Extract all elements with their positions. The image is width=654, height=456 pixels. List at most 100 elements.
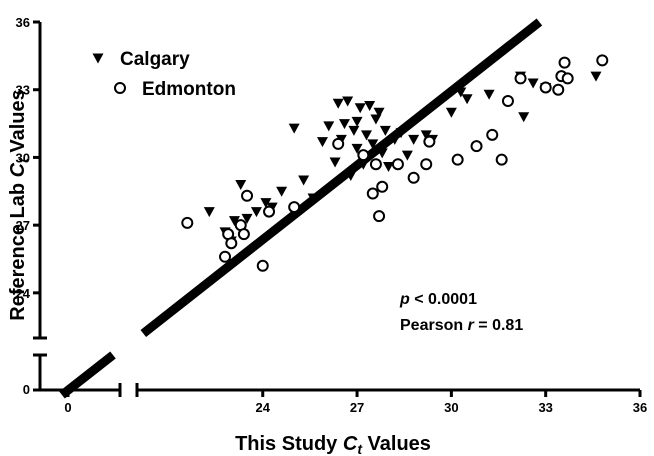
marker: [263, 205, 276, 218]
y-tick-label: 27: [16, 218, 30, 233]
marker: [518, 112, 530, 123]
marker: [369, 158, 382, 171]
marker: [225, 237, 238, 250]
marker: [376, 180, 389, 193]
marker: [237, 228, 250, 241]
marker: [351, 116, 363, 127]
marker: [486, 128, 499, 141]
label-part: Values: [368, 433, 431, 455]
marker: [501, 95, 514, 107]
x-tick-label: 27: [350, 400, 364, 415]
fit-line-break: [59, 351, 116, 399]
marker: [360, 130, 372, 141]
marker: [354, 103, 366, 114]
label-part: Values: [7, 89, 29, 152]
marker: [241, 189, 254, 202]
marker: [181, 216, 194, 229]
x-tick-label: 30: [444, 400, 458, 415]
marker: [298, 175, 310, 186]
marker: [552, 83, 565, 96]
marker: [539, 81, 552, 94]
marker: [241, 213, 253, 224]
marker: [495, 153, 508, 166]
marker: [451, 153, 464, 166]
x-tick-label: 33: [538, 400, 552, 415]
marker: [276, 186, 288, 197]
annotation-part: = 0.81: [478, 317, 523, 334]
marker: [470, 140, 483, 153]
legend-marker: [92, 53, 104, 64]
marker: [514, 72, 527, 85]
marker: [373, 210, 386, 223]
legend-label: Edmonton: [142, 79, 236, 100]
marker: [445, 107, 457, 118]
marker: [256, 259, 269, 272]
marker: [364, 101, 376, 112]
marker: [367, 139, 379, 150]
annotation-part: < 0.0001: [414, 291, 477, 308]
marker: [420, 130, 432, 141]
marker: [383, 161, 394, 172]
y-tick-label: 24: [16, 286, 31, 301]
marker: [203, 207, 215, 218]
marker: [558, 56, 571, 69]
marker: [357, 149, 370, 162]
marker: [527, 78, 539, 89]
marker: [260, 198, 272, 209]
label-part: t: [15, 157, 31, 163]
x-axis-label: This Study Ct Values: [235, 433, 431, 456]
marker: [561, 72, 574, 85]
x-tick-label: 0: [64, 400, 71, 415]
label-part: C: [343, 433, 358, 455]
legend-marker: [114, 82, 126, 94]
marker: [407, 171, 420, 184]
marker: [376, 148, 388, 159]
marker: [401, 150, 413, 161]
annotation-part: Pearson: [400, 317, 463, 334]
marker: [590, 71, 602, 82]
marker: [423, 135, 436, 148]
marker: [391, 158, 404, 171]
marker: [455, 87, 467, 98]
y-tick-label: 30: [16, 150, 30, 165]
marker: [316, 137, 328, 148]
marker: [329, 157, 341, 168]
marker: [357, 159, 369, 170]
marker: [373, 107, 385, 118]
marker: [288, 123, 300, 134]
marker: [288, 201, 301, 214]
marker: [389, 134, 401, 145]
x-tick-label: 24: [256, 400, 271, 415]
annotation: Pearson r = 0.81: [400, 317, 523, 334]
annotation-part: r: [468, 317, 475, 334]
marker: [379, 125, 391, 136]
marker: [342, 96, 354, 107]
marker: [345, 170, 357, 181]
fit-line: [140, 18, 543, 338]
marker: [596, 54, 609, 67]
annotation: p < 0.0001: [399, 291, 477, 308]
x-tick-label: 36: [633, 400, 647, 415]
marker: [351, 143, 363, 154]
marker: [307, 193, 319, 204]
marker: [332, 137, 345, 150]
marker: [323, 121, 335, 132]
marker: [250, 207, 262, 218]
legend-label: Calgary: [120, 49, 190, 70]
marker: [408, 134, 420, 145]
y-axis-label: Reference Lab Ct Values: [7, 89, 33, 320]
marker: [219, 250, 232, 263]
marker: [348, 125, 360, 136]
label-part: This Study: [235, 433, 338, 455]
y-tick-label: 33: [16, 83, 30, 98]
marker: [395, 128, 407, 139]
marker: [228, 216, 240, 227]
label-part: C: [7, 162, 29, 177]
marker: [332, 98, 344, 109]
marker: [483, 89, 495, 100]
marker: [420, 158, 433, 171]
label-part: Reference Lab: [7, 183, 29, 321]
annotation-part: p: [399, 291, 410, 308]
marker: [366, 187, 379, 200]
